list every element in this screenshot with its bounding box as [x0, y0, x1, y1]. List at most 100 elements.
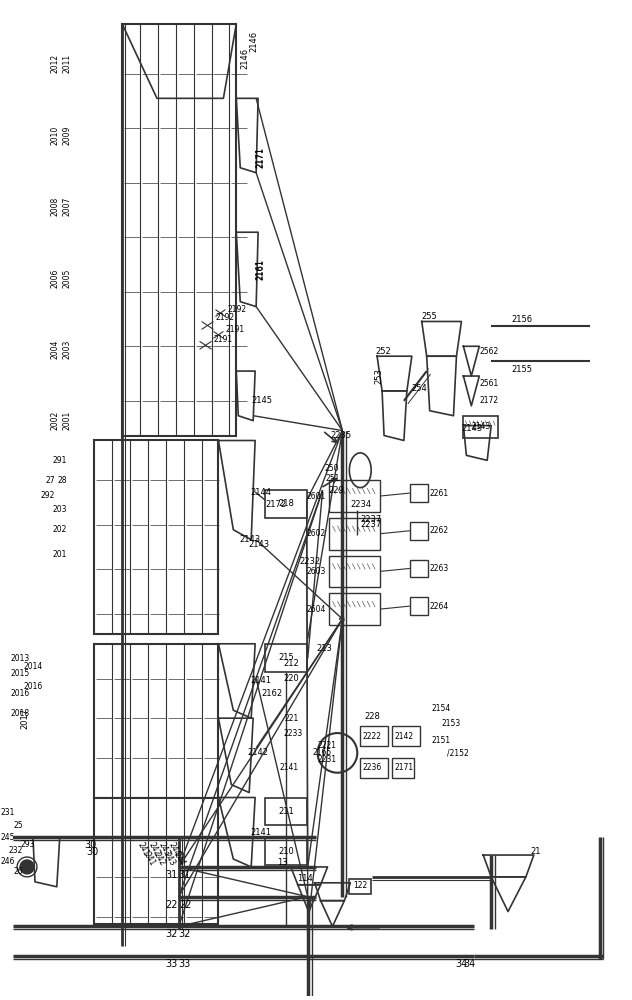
- Text: 2006: 2006: [51, 268, 60, 288]
- Text: 246: 246: [1, 857, 15, 866]
- Text: 255: 255: [422, 312, 437, 321]
- Text: 218: 218: [278, 499, 294, 508]
- Text: 2143: 2143: [248, 540, 269, 549]
- Text: 2144: 2144: [250, 488, 271, 497]
- Bar: [329, 556, 380, 587]
- Text: 2008: 2008: [51, 197, 60, 216]
- Text: 2237: 2237: [360, 515, 382, 524]
- Text: 2232: 2232: [300, 557, 320, 566]
- Text: 21: 21: [531, 847, 542, 856]
- Text: 31: 31: [166, 870, 178, 880]
- Text: 2017: 2017: [20, 708, 29, 729]
- Text: 122: 122: [353, 881, 367, 890]
- Text: 2561: 2561: [479, 379, 499, 388]
- Text: 252: 252: [375, 347, 391, 356]
- Text: 2154: 2154: [432, 704, 451, 713]
- Text: 244: 244: [172, 850, 187, 868]
- Text: 2012: 2012: [51, 54, 60, 73]
- Text: 2165: 2165: [313, 748, 332, 757]
- Text: 2171: 2171: [255, 147, 264, 168]
- Text: 220: 220: [283, 674, 299, 683]
- Text: 2001: 2001: [63, 411, 71, 430]
- Text: 2143: 2143: [461, 424, 483, 433]
- Bar: [329, 480, 380, 512]
- Text: 2264: 2264: [430, 602, 449, 611]
- Text: 2562: 2562: [479, 347, 499, 356]
- Bar: [410, 522, 428, 540]
- Bar: [463, 416, 498, 438]
- Text: 241: 241: [136, 841, 151, 858]
- Text: 202: 202: [52, 525, 67, 534]
- Text: 228: 228: [364, 712, 380, 721]
- Text: 26: 26: [13, 867, 23, 876]
- Text: 2191: 2191: [226, 325, 245, 334]
- Text: 114: 114: [297, 874, 313, 883]
- Text: 2141: 2141: [250, 828, 271, 837]
- Text: 2161: 2161: [256, 259, 265, 280]
- Text: 2231: 2231: [318, 755, 337, 764]
- Text: 2155: 2155: [511, 365, 532, 374]
- Text: 251: 251: [325, 474, 339, 483]
- Text: 2262: 2262: [430, 526, 449, 535]
- Text: 201: 201: [52, 550, 67, 559]
- Bar: [329, 593, 380, 625]
- Text: 2192: 2192: [228, 305, 246, 314]
- Text: 2014: 2014: [23, 662, 43, 671]
- Text: 27: 27: [45, 476, 55, 485]
- Bar: [329, 518, 380, 550]
- Text: 2142: 2142: [395, 732, 414, 741]
- Text: 291: 291: [52, 456, 67, 465]
- Text: 2603: 2603: [306, 567, 325, 576]
- Text: 2007: 2007: [63, 197, 71, 216]
- Text: 2153: 2153: [442, 719, 461, 728]
- Text: 242: 242: [147, 841, 162, 858]
- Text: 2141: 2141: [250, 676, 271, 685]
- Text: 2233: 2233: [284, 729, 303, 738]
- Text: 2261: 2261: [430, 489, 449, 498]
- Text: 30: 30: [85, 840, 97, 850]
- Bar: [360, 726, 388, 746]
- Text: 2236: 2236: [362, 763, 382, 772]
- Text: 211: 211: [278, 807, 294, 816]
- Text: 210: 210: [278, 847, 294, 856]
- Text: 2602: 2602: [307, 529, 325, 538]
- Text: 2172: 2172: [265, 500, 286, 509]
- Text: 229: 229: [329, 486, 344, 495]
- Text: 213: 213: [317, 644, 332, 653]
- Circle shape: [20, 860, 34, 874]
- Text: 253: 253: [374, 368, 383, 384]
- Bar: [360, 758, 388, 778]
- Text: 2192: 2192: [216, 313, 234, 322]
- Bar: [349, 879, 371, 894]
- Text: 2002: 2002: [51, 411, 60, 430]
- Bar: [94, 440, 219, 634]
- Text: 241: 241: [142, 851, 157, 867]
- Bar: [410, 597, 428, 615]
- Text: 250: 250: [325, 464, 339, 473]
- Text: 34: 34: [455, 959, 468, 969]
- Text: 2005: 2005: [63, 268, 71, 288]
- Text: 30: 30: [87, 847, 99, 857]
- Text: 2171: 2171: [256, 147, 265, 168]
- Text: /2152: /2152: [447, 748, 468, 757]
- Text: 2143: 2143: [240, 535, 260, 544]
- Text: 244: 244: [167, 841, 181, 858]
- Text: 2263: 2263: [430, 564, 449, 573]
- Text: 212: 212: [283, 659, 299, 668]
- Text: 2161: 2161: [255, 259, 264, 280]
- Text: 2018: 2018: [11, 709, 30, 718]
- Text: 22: 22: [166, 900, 178, 910]
- Text: 231: 231: [1, 808, 15, 817]
- Text: 2172: 2172: [479, 396, 499, 405]
- Text: 292: 292: [40, 491, 55, 500]
- Text: 2013: 2013: [11, 654, 30, 663]
- Bar: [94, 644, 219, 798]
- Text: 2146: 2146: [240, 48, 249, 69]
- Text: 2171: 2171: [395, 763, 414, 772]
- Text: 32: 32: [179, 929, 191, 939]
- Bar: [392, 726, 420, 746]
- Text: 2237: 2237: [360, 520, 382, 529]
- Text: 2162: 2162: [261, 689, 283, 698]
- Text: 243: 243: [162, 850, 177, 868]
- Text: 2145: 2145: [251, 396, 272, 405]
